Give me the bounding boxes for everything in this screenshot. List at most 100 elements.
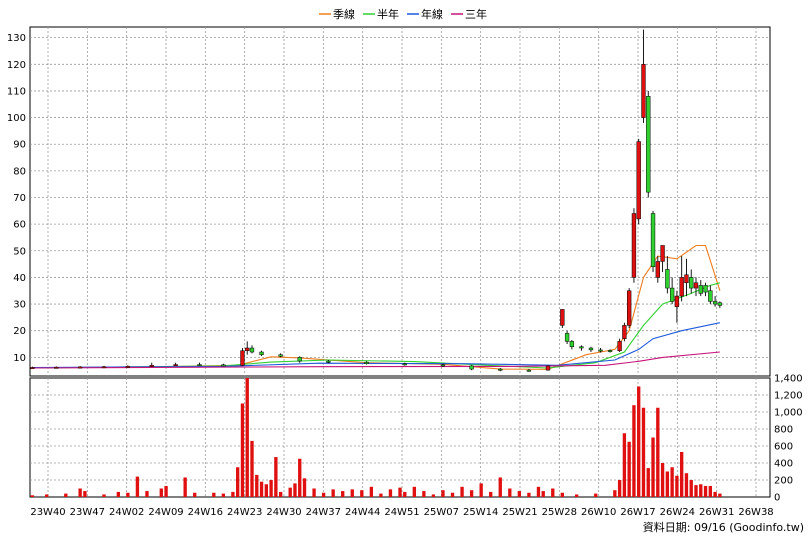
candle bbox=[125, 365, 131, 368]
candle bbox=[655, 256, 660, 283]
candle bbox=[708, 285, 713, 305]
candle bbox=[173, 362, 178, 366]
volume-bar bbox=[274, 457, 278, 497]
volume-bar bbox=[341, 491, 345, 497]
candle bbox=[278, 353, 283, 358]
candle-body bbox=[641, 64, 646, 118]
volume-bar bbox=[302, 478, 307, 497]
candle-body bbox=[526, 369, 532, 372]
candle-body bbox=[278, 354, 283, 357]
candle-body bbox=[221, 364, 226, 367]
candle bbox=[149, 362, 154, 367]
volume-bar bbox=[293, 483, 297, 497]
candle bbox=[526, 369, 532, 372]
volume-bar bbox=[637, 386, 641, 497]
volume-bar bbox=[403, 491, 407, 497]
price-tick-label: 130 bbox=[7, 33, 26, 44]
volume-bar bbox=[64, 493, 68, 497]
moving-average-lines bbox=[32, 244, 721, 370]
volume-bar bbox=[331, 489, 335, 497]
ma-line bbox=[32, 244, 721, 370]
candle bbox=[54, 366, 59, 369]
price-tick-label: 60 bbox=[13, 220, 26, 231]
volume-bar bbox=[245, 378, 249, 497]
volume-bar bbox=[708, 485, 712, 497]
volume-bar bbox=[298, 458, 302, 497]
candle-body bbox=[498, 368, 503, 371]
x-tick-label: 26W38 bbox=[738, 507, 773, 518]
volume-bars bbox=[30, 378, 722, 497]
price-tick-label: 120 bbox=[7, 60, 26, 71]
price-tick-label: 30 bbox=[13, 300, 26, 311]
candle bbox=[679, 256, 684, 302]
volume-bar bbox=[231, 491, 235, 497]
price-tick-label: 20 bbox=[13, 326, 26, 337]
candle bbox=[693, 277, 699, 297]
volume-bar bbox=[656, 407, 660, 497]
candle-body bbox=[708, 290, 713, 302]
volume-bar bbox=[689, 480, 693, 497]
volume-bar bbox=[45, 494, 49, 497]
candle bbox=[631, 208, 637, 283]
legend-label-half-year-ma: 半年 bbox=[377, 7, 399, 21]
x-tick-label: 25W07 bbox=[424, 507, 459, 518]
candle-body bbox=[101, 366, 107, 369]
volume-bar bbox=[321, 492, 326, 497]
volume-bar bbox=[360, 490, 364, 497]
volume-bar bbox=[441, 490, 445, 497]
x-tick-label: 25W14 bbox=[463, 507, 498, 518]
ma-line bbox=[32, 322, 721, 369]
volume-tick-label: 200 bbox=[774, 476, 793, 487]
x-tick-label: 23W47 bbox=[70, 507, 105, 518]
volume-bar bbox=[350, 489, 354, 497]
candle bbox=[197, 362, 202, 366]
candle bbox=[579, 345, 584, 351]
candle-body bbox=[588, 347, 594, 351]
candle-body bbox=[245, 347, 250, 351]
candle-body bbox=[364, 361, 369, 364]
candle-body bbox=[173, 364, 178, 366]
candle bbox=[703, 282, 708, 297]
x-tick-label: 26W31 bbox=[699, 507, 734, 518]
x-tick-label: 26W17 bbox=[620, 507, 655, 518]
volume-tick-label: 400 bbox=[774, 459, 793, 470]
volume-bar bbox=[126, 492, 130, 497]
legend-item-half-year-ma: 半年 bbox=[363, 7, 399, 21]
x-tick-label: 25W28 bbox=[542, 507, 577, 518]
volume-bar bbox=[269, 480, 273, 497]
price-tick-label: 10 bbox=[13, 353, 26, 364]
candle-body bbox=[560, 309, 565, 326]
candle bbox=[564, 330, 570, 345]
x-tick-label: 24W02 bbox=[109, 507, 144, 518]
x-tick-label: 24W16 bbox=[188, 507, 223, 518]
volume-bar bbox=[560, 492, 564, 497]
price-y-axis: 10 20 30 40 50 60 70 80 90 100 110 120 130 bbox=[7, 33, 26, 364]
volume-bar bbox=[398, 487, 402, 497]
candle-body bbox=[646, 96, 651, 193]
volume-tick-label: 600 bbox=[774, 442, 793, 453]
candle bbox=[689, 269, 694, 294]
price-tick-label: 70 bbox=[13, 193, 26, 204]
candle bbox=[297, 356, 302, 363]
volume-bar bbox=[670, 467, 674, 497]
candle bbox=[617, 338, 622, 353]
volume-bar bbox=[627, 441, 631, 497]
candle-body bbox=[674, 295, 680, 307]
volume-bar bbox=[684, 473, 689, 497]
candle-body bbox=[607, 350, 613, 352]
candle-body bbox=[712, 301, 718, 305]
candle bbox=[560, 309, 565, 329]
volume-bar bbox=[379, 493, 383, 497]
candlesticks bbox=[30, 29, 723, 372]
candle bbox=[30, 366, 35, 369]
price-tick-label: 40 bbox=[13, 273, 26, 284]
volume-bar bbox=[145, 491, 149, 497]
volume-bar bbox=[193, 492, 197, 497]
volume-tick-label: 1,400 bbox=[774, 374, 803, 385]
candle-body bbox=[689, 277, 694, 289]
price-grid bbox=[30, 37, 770, 358]
candle bbox=[660, 245, 665, 273]
candle-body bbox=[402, 363, 407, 366]
volume-bar bbox=[83, 491, 87, 497]
volume-bar bbox=[718, 493, 722, 497]
